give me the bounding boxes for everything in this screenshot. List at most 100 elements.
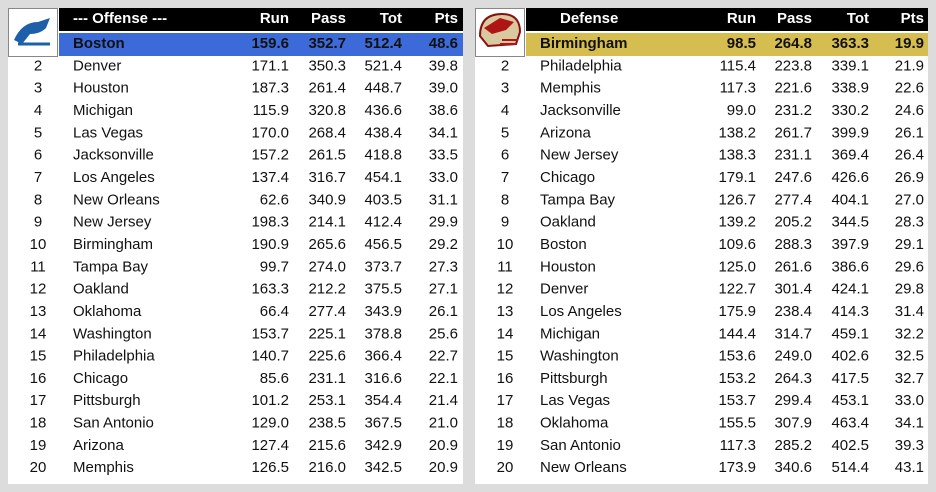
- rank: 5: [34, 124, 42, 141]
- stat-value: 274.0: [308, 258, 346, 275]
- team-name: San Antonio: [73, 415, 154, 432]
- offense-leader-bar: [59, 33, 463, 56]
- team-name: Pittsburgh: [540, 370, 608, 387]
- stat-value: 299.4: [774, 392, 812, 409]
- stat-value: 115.4: [720, 57, 756, 74]
- stat-value: 316.6: [364, 370, 402, 387]
- team-name: New Jersey: [73, 214, 152, 231]
- stat-value: 21.4: [429, 392, 458, 409]
- team-name: Houston: [73, 80, 129, 97]
- stat-value: 215.6: [308, 437, 346, 454]
- stat-value: 117.3: [720, 80, 756, 97]
- team-name: Las Vegas: [73, 124, 143, 141]
- team-name: Jacksonville: [540, 102, 621, 119]
- offense-header-bar: [59, 8, 463, 31]
- stat-value: 66.4: [260, 303, 289, 320]
- stat-value: 253.1: [308, 392, 346, 409]
- stat-value: 463.4: [831, 415, 869, 432]
- rank: 16: [497, 370, 514, 387]
- team-name: Philadelphia: [73, 348, 155, 365]
- stat-value: 214.1: [308, 214, 346, 231]
- stat-value: 29.2: [429, 236, 458, 253]
- stat-value: 34.1: [429, 124, 458, 141]
- rank: 4: [34, 102, 42, 119]
- header-label: Tot: [380, 10, 402, 27]
- stat-value: 85.6: [260, 370, 289, 387]
- stat-value: 277.4: [774, 191, 812, 208]
- rank: 8: [34, 191, 42, 208]
- stat-value: 126.5: [251, 459, 289, 476]
- rank: 14: [497, 325, 514, 342]
- rank: 7: [34, 169, 42, 186]
- stat-value: 454.1: [364, 169, 402, 186]
- rank: 19: [497, 437, 514, 454]
- stat-value: 231.1: [308, 370, 346, 387]
- stat-value: 403.5: [364, 191, 402, 208]
- rank: 10: [30, 236, 47, 253]
- rank: 8: [501, 191, 509, 208]
- team-name: Birmingham: [540, 35, 628, 52]
- stat-value: 261.6: [774, 258, 812, 275]
- team-name: Pittsburgh: [73, 392, 141, 409]
- stat-value: 33.5: [429, 147, 458, 164]
- stat-value: 39.8: [429, 57, 458, 74]
- stat-value: 316.7: [308, 169, 346, 186]
- stat-value: 456.5: [364, 236, 402, 253]
- stat-value: 339.1: [831, 57, 869, 74]
- stat-value: 153.6: [718, 348, 756, 365]
- rank: 13: [30, 303, 47, 320]
- defense-leader-bar: [526, 33, 928, 56]
- stat-value: 29.8: [895, 281, 924, 298]
- stat-value: 340.9: [308, 191, 346, 208]
- stat-value: 171.1: [251, 57, 289, 74]
- stat-value: 179.1: [718, 169, 756, 186]
- team-name: Tampa Bay: [73, 258, 149, 275]
- rank: 7: [501, 169, 509, 186]
- stat-value: 459.1: [831, 325, 869, 342]
- rank: 19: [30, 437, 47, 454]
- stat-value: 436.6: [364, 102, 402, 119]
- stat-value: 205.2: [774, 214, 812, 231]
- stat-value: 378.8: [364, 325, 402, 342]
- stat-value: 404.1: [831, 191, 869, 208]
- rank: 15: [30, 348, 47, 365]
- stat-value: 340.6: [774, 459, 812, 476]
- team-name: Washington: [540, 348, 619, 365]
- stat-value: 265.6: [308, 236, 346, 253]
- stat-value: 417.5: [831, 370, 869, 387]
- stat-value: 21.9: [895, 57, 924, 74]
- rank: 9: [34, 214, 42, 231]
- stat-value: 238.4: [774, 303, 812, 320]
- rank: 16: [30, 370, 47, 387]
- team-name: New Orleans: [540, 459, 627, 476]
- stat-value: 27.1: [429, 281, 458, 298]
- stat-value: 369.4: [831, 147, 869, 164]
- stat-value: 453.1: [831, 392, 869, 409]
- stat-value: 138.2: [718, 124, 756, 141]
- stat-value: 138.3: [718, 147, 756, 164]
- stat-value: 20.9: [429, 459, 458, 476]
- team-name: Oakland: [73, 281, 129, 298]
- stat-value: 342.9: [364, 437, 402, 454]
- team-name: Arizona: [540, 124, 592, 141]
- stat-value: 26.1: [895, 124, 924, 141]
- team-name: Los Angeles: [540, 303, 622, 320]
- offense-logo: [8, 8, 58, 57]
- stat-value: 216.0: [308, 459, 346, 476]
- stat-value: 350.3: [308, 57, 346, 74]
- rank: 14: [30, 325, 47, 342]
- rank: 15: [497, 348, 514, 365]
- team-name: Arizona: [73, 437, 125, 454]
- team-name: Chicago: [73, 370, 128, 387]
- stat-value: 137.4: [251, 169, 289, 186]
- stat-value: 22.1: [429, 370, 458, 387]
- stat-value: 98.5: [727, 35, 756, 52]
- stat-value: 521.4: [364, 57, 402, 74]
- stat-value: 153.7: [718, 392, 756, 409]
- stat-value: 153.2: [718, 370, 756, 387]
- stat-value: 157.2: [251, 147, 289, 164]
- stat-value: 238.5: [308, 415, 346, 432]
- stat-value: 27.0: [895, 191, 924, 208]
- stat-value: 373.7: [364, 258, 402, 275]
